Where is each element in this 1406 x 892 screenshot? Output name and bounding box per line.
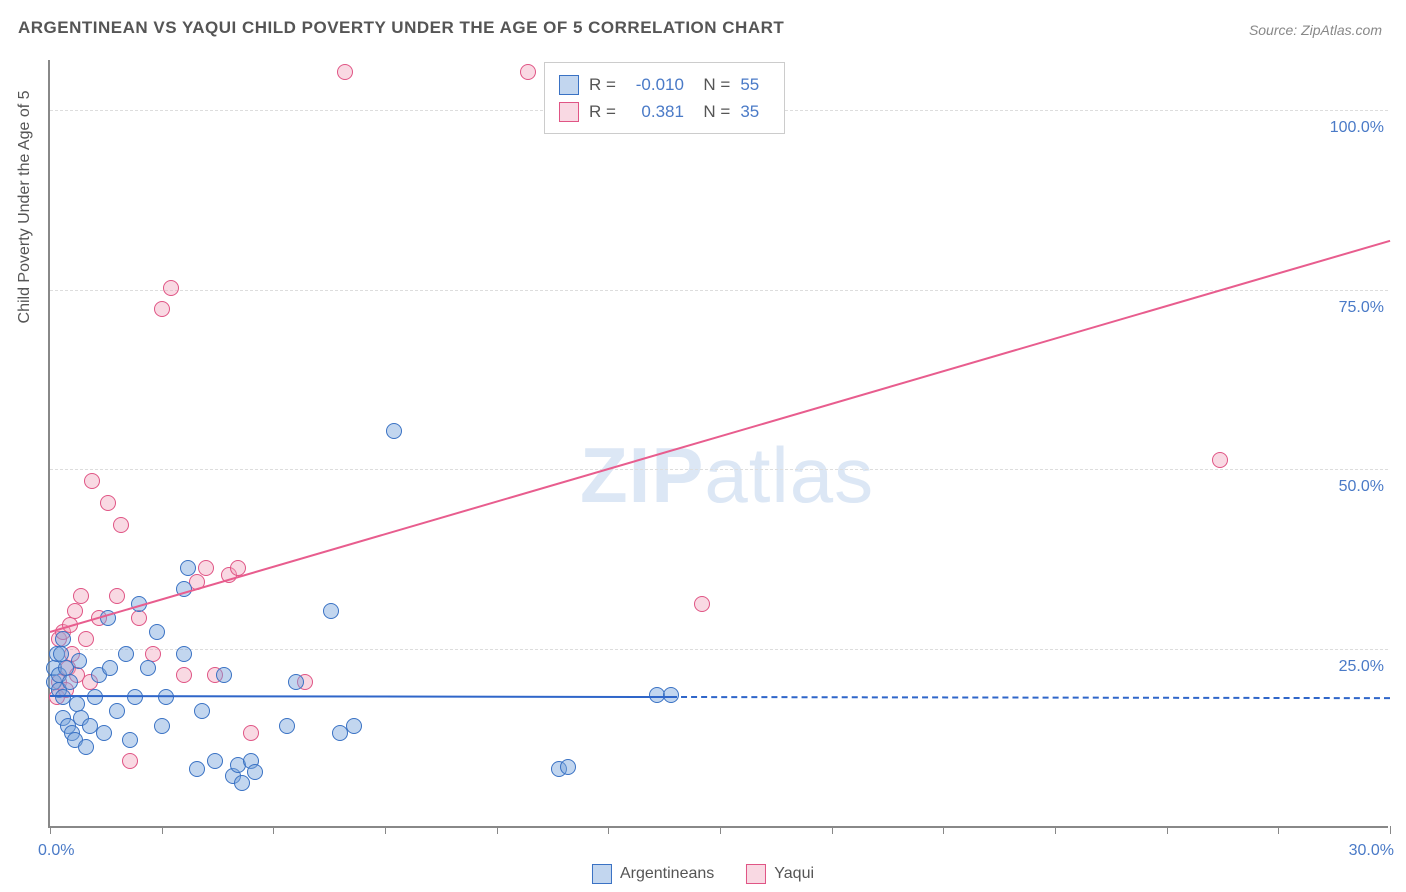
legend-label: Yaqui bbox=[774, 865, 814, 883]
x-tick bbox=[608, 826, 609, 834]
x-tick bbox=[1390, 826, 1391, 834]
data-point-argentineans bbox=[560, 759, 576, 775]
data-point-argentineans bbox=[122, 732, 138, 748]
data-point-argentineans bbox=[71, 653, 87, 669]
data-point-yaqui bbox=[131, 610, 147, 626]
data-point-yaqui bbox=[122, 753, 138, 769]
gridline bbox=[50, 649, 1388, 650]
data-point-argentineans bbox=[247, 764, 263, 780]
gridline bbox=[50, 290, 1388, 291]
x-tick-label: 30.0% bbox=[1349, 842, 1394, 860]
data-point-yaqui bbox=[154, 301, 170, 317]
y-axis-title: Child Poverty Under the Age of 5 bbox=[16, 90, 34, 323]
data-point-argentineans bbox=[386, 423, 402, 439]
source-attribution: Source: ZipAtlas.com bbox=[1249, 22, 1382, 38]
data-point-argentineans bbox=[118, 646, 134, 662]
series-legend: Argentineans Yaqui bbox=[592, 864, 814, 884]
data-point-yaqui bbox=[243, 725, 259, 741]
n-value-yaqui: 35 bbox=[740, 98, 770, 125]
x-tick bbox=[1167, 826, 1168, 834]
data-point-argentineans bbox=[78, 739, 94, 755]
data-point-argentineans bbox=[216, 667, 232, 683]
data-point-argentineans bbox=[234, 775, 250, 791]
r-value-yaqui: 0.381 bbox=[626, 98, 684, 125]
swatch-blue-icon bbox=[559, 75, 579, 95]
legend-label: Argentineans bbox=[620, 865, 714, 883]
data-point-argentineans bbox=[102, 660, 118, 676]
legend-item-argentineans: Argentineans bbox=[592, 864, 714, 884]
data-point-yaqui bbox=[163, 280, 179, 296]
watermark: ZIPatlas bbox=[580, 430, 874, 521]
stats-row-argentineans: R = -0.010 N = 55 bbox=[559, 71, 770, 98]
data-point-yaqui bbox=[73, 588, 89, 604]
trend-line-argentineans bbox=[50, 695, 671, 698]
x-tick bbox=[1055, 826, 1056, 834]
data-point-yaqui bbox=[113, 517, 129, 533]
x-tick bbox=[50, 826, 51, 834]
swatch-pink-icon bbox=[559, 102, 579, 122]
r-label: R = bbox=[589, 71, 616, 98]
data-point-argentineans bbox=[109, 703, 125, 719]
x-tick bbox=[1278, 826, 1279, 834]
gridline bbox=[50, 469, 1388, 470]
x-tick bbox=[162, 826, 163, 834]
data-point-argentineans bbox=[149, 624, 165, 640]
data-point-argentineans bbox=[55, 631, 71, 647]
data-point-argentineans bbox=[194, 703, 210, 719]
data-point-yaqui bbox=[67, 603, 83, 619]
correlation-stats-legend: R = -0.010 N = 55 R = 0.381 N = 35 bbox=[544, 62, 785, 134]
data-point-argentineans bbox=[288, 674, 304, 690]
swatch-blue-icon bbox=[592, 864, 612, 884]
y-tick-label: 50.0% bbox=[1339, 478, 1390, 496]
data-point-argentineans bbox=[140, 660, 156, 676]
trend-line-argentineans-dashed bbox=[671, 696, 1390, 699]
data-point-argentineans bbox=[96, 725, 112, 741]
data-point-yaqui bbox=[694, 596, 710, 612]
x-tick bbox=[273, 826, 274, 834]
data-point-yaqui bbox=[520, 64, 536, 80]
watermark-atlas: atlas bbox=[704, 431, 874, 519]
data-point-argentineans bbox=[189, 761, 205, 777]
x-tick-label: 0.0% bbox=[38, 842, 74, 860]
x-tick bbox=[943, 826, 944, 834]
data-point-yaqui bbox=[230, 560, 246, 576]
data-point-argentineans bbox=[663, 687, 679, 703]
data-point-argentineans bbox=[62, 674, 78, 690]
y-tick-label: 25.0% bbox=[1339, 658, 1390, 676]
n-label: N = bbox=[694, 71, 730, 98]
stats-row-yaqui: R = 0.381 N = 35 bbox=[559, 98, 770, 125]
x-tick bbox=[720, 826, 721, 834]
data-point-yaqui bbox=[176, 667, 192, 683]
trend-line-yaqui bbox=[50, 239, 1391, 632]
y-tick-label: 75.0% bbox=[1339, 299, 1390, 317]
swatch-pink-icon bbox=[746, 864, 766, 884]
data-point-argentineans bbox=[154, 718, 170, 734]
data-point-yaqui bbox=[78, 631, 94, 647]
data-point-yaqui bbox=[100, 495, 116, 511]
data-point-argentineans bbox=[346, 718, 362, 734]
data-point-yaqui bbox=[84, 473, 100, 489]
data-point-argentineans bbox=[176, 646, 192, 662]
data-point-yaqui bbox=[198, 560, 214, 576]
r-label: R = bbox=[589, 98, 616, 125]
x-tick bbox=[497, 826, 498, 834]
data-point-argentineans bbox=[323, 603, 339, 619]
x-tick bbox=[832, 826, 833, 834]
chart-title: ARGENTINEAN VS YAQUI CHILD POVERTY UNDER… bbox=[18, 18, 784, 38]
data-point-yaqui bbox=[109, 588, 125, 604]
n-value-argentineans: 55 bbox=[740, 71, 770, 98]
n-label: N = bbox=[694, 98, 730, 125]
data-point-argentineans bbox=[207, 753, 223, 769]
scatter-plot-area: ZIPatlas 25.0%50.0%75.0%100.0%0.0%30.0% bbox=[48, 60, 1388, 828]
y-tick-label: 100.0% bbox=[1330, 119, 1390, 137]
data-point-yaqui bbox=[337, 64, 353, 80]
r-value-argentineans: -0.010 bbox=[626, 71, 684, 98]
data-point-yaqui bbox=[1212, 452, 1228, 468]
legend-item-yaqui: Yaqui bbox=[746, 864, 814, 884]
data-point-argentineans bbox=[279, 718, 295, 734]
data-point-argentineans bbox=[180, 560, 196, 576]
x-tick bbox=[385, 826, 386, 834]
